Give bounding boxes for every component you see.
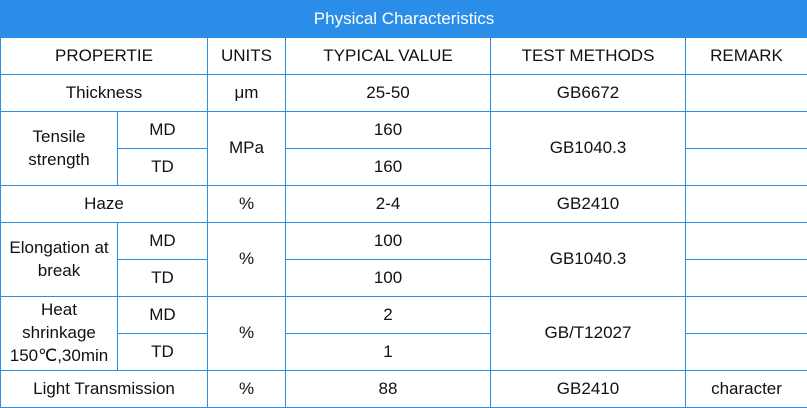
value: 2 xyxy=(285,296,491,334)
property: Haze xyxy=(0,185,208,223)
unit: % xyxy=(207,296,286,371)
unit: % xyxy=(207,185,286,223)
direction: MD xyxy=(117,296,208,334)
remark xyxy=(684,296,807,334)
header-cell: TYPICAL VALUE xyxy=(285,37,491,75)
direction: TD xyxy=(117,148,208,186)
unit: % xyxy=(207,222,286,297)
property: Light Transmission xyxy=(0,370,208,408)
unit: μm xyxy=(207,74,286,112)
remark xyxy=(684,259,807,297)
remark xyxy=(684,222,807,260)
value: 100 xyxy=(285,222,491,260)
property: Heat shrinkage 150℃,30min xyxy=(0,296,118,371)
header-cell: UNITS xyxy=(207,37,286,75)
table-title: Physical Characteristics xyxy=(0,0,807,38)
value: 25-50 xyxy=(285,74,491,112)
unit: % xyxy=(207,370,286,408)
value: 100 xyxy=(285,259,491,297)
method: GB2410 xyxy=(490,185,686,223)
property: Elongation at break xyxy=(0,222,118,297)
method: GB/T12027 xyxy=(490,296,686,371)
property: Thickness xyxy=(0,74,208,112)
unit: MPa xyxy=(207,111,286,186)
value: 88 xyxy=(285,370,491,408)
remark xyxy=(684,148,807,186)
header-cell: PROPERTIE xyxy=(0,37,208,75)
property: Tensile strength xyxy=(0,111,118,186)
method: GB1040.3 xyxy=(490,222,686,297)
remark xyxy=(684,185,807,223)
direction: TD xyxy=(117,333,208,371)
header-cell: REMARK xyxy=(684,37,807,75)
direction: MD xyxy=(117,111,208,149)
method: GB6672 xyxy=(490,74,686,112)
header-cell: TEST METHODS xyxy=(490,37,686,75)
value: 1 xyxy=(285,333,491,371)
value: 160 xyxy=(285,148,491,186)
direction: MD xyxy=(117,222,208,260)
method: GB2410 xyxy=(490,370,686,408)
method: GB1040.3 xyxy=(490,111,686,186)
direction: TD xyxy=(117,259,208,297)
remark xyxy=(684,111,807,149)
remark xyxy=(684,74,807,112)
value: 2-4 xyxy=(285,185,491,223)
value: 160 xyxy=(285,111,491,149)
remark xyxy=(684,333,807,371)
remark: character xyxy=(684,370,807,408)
